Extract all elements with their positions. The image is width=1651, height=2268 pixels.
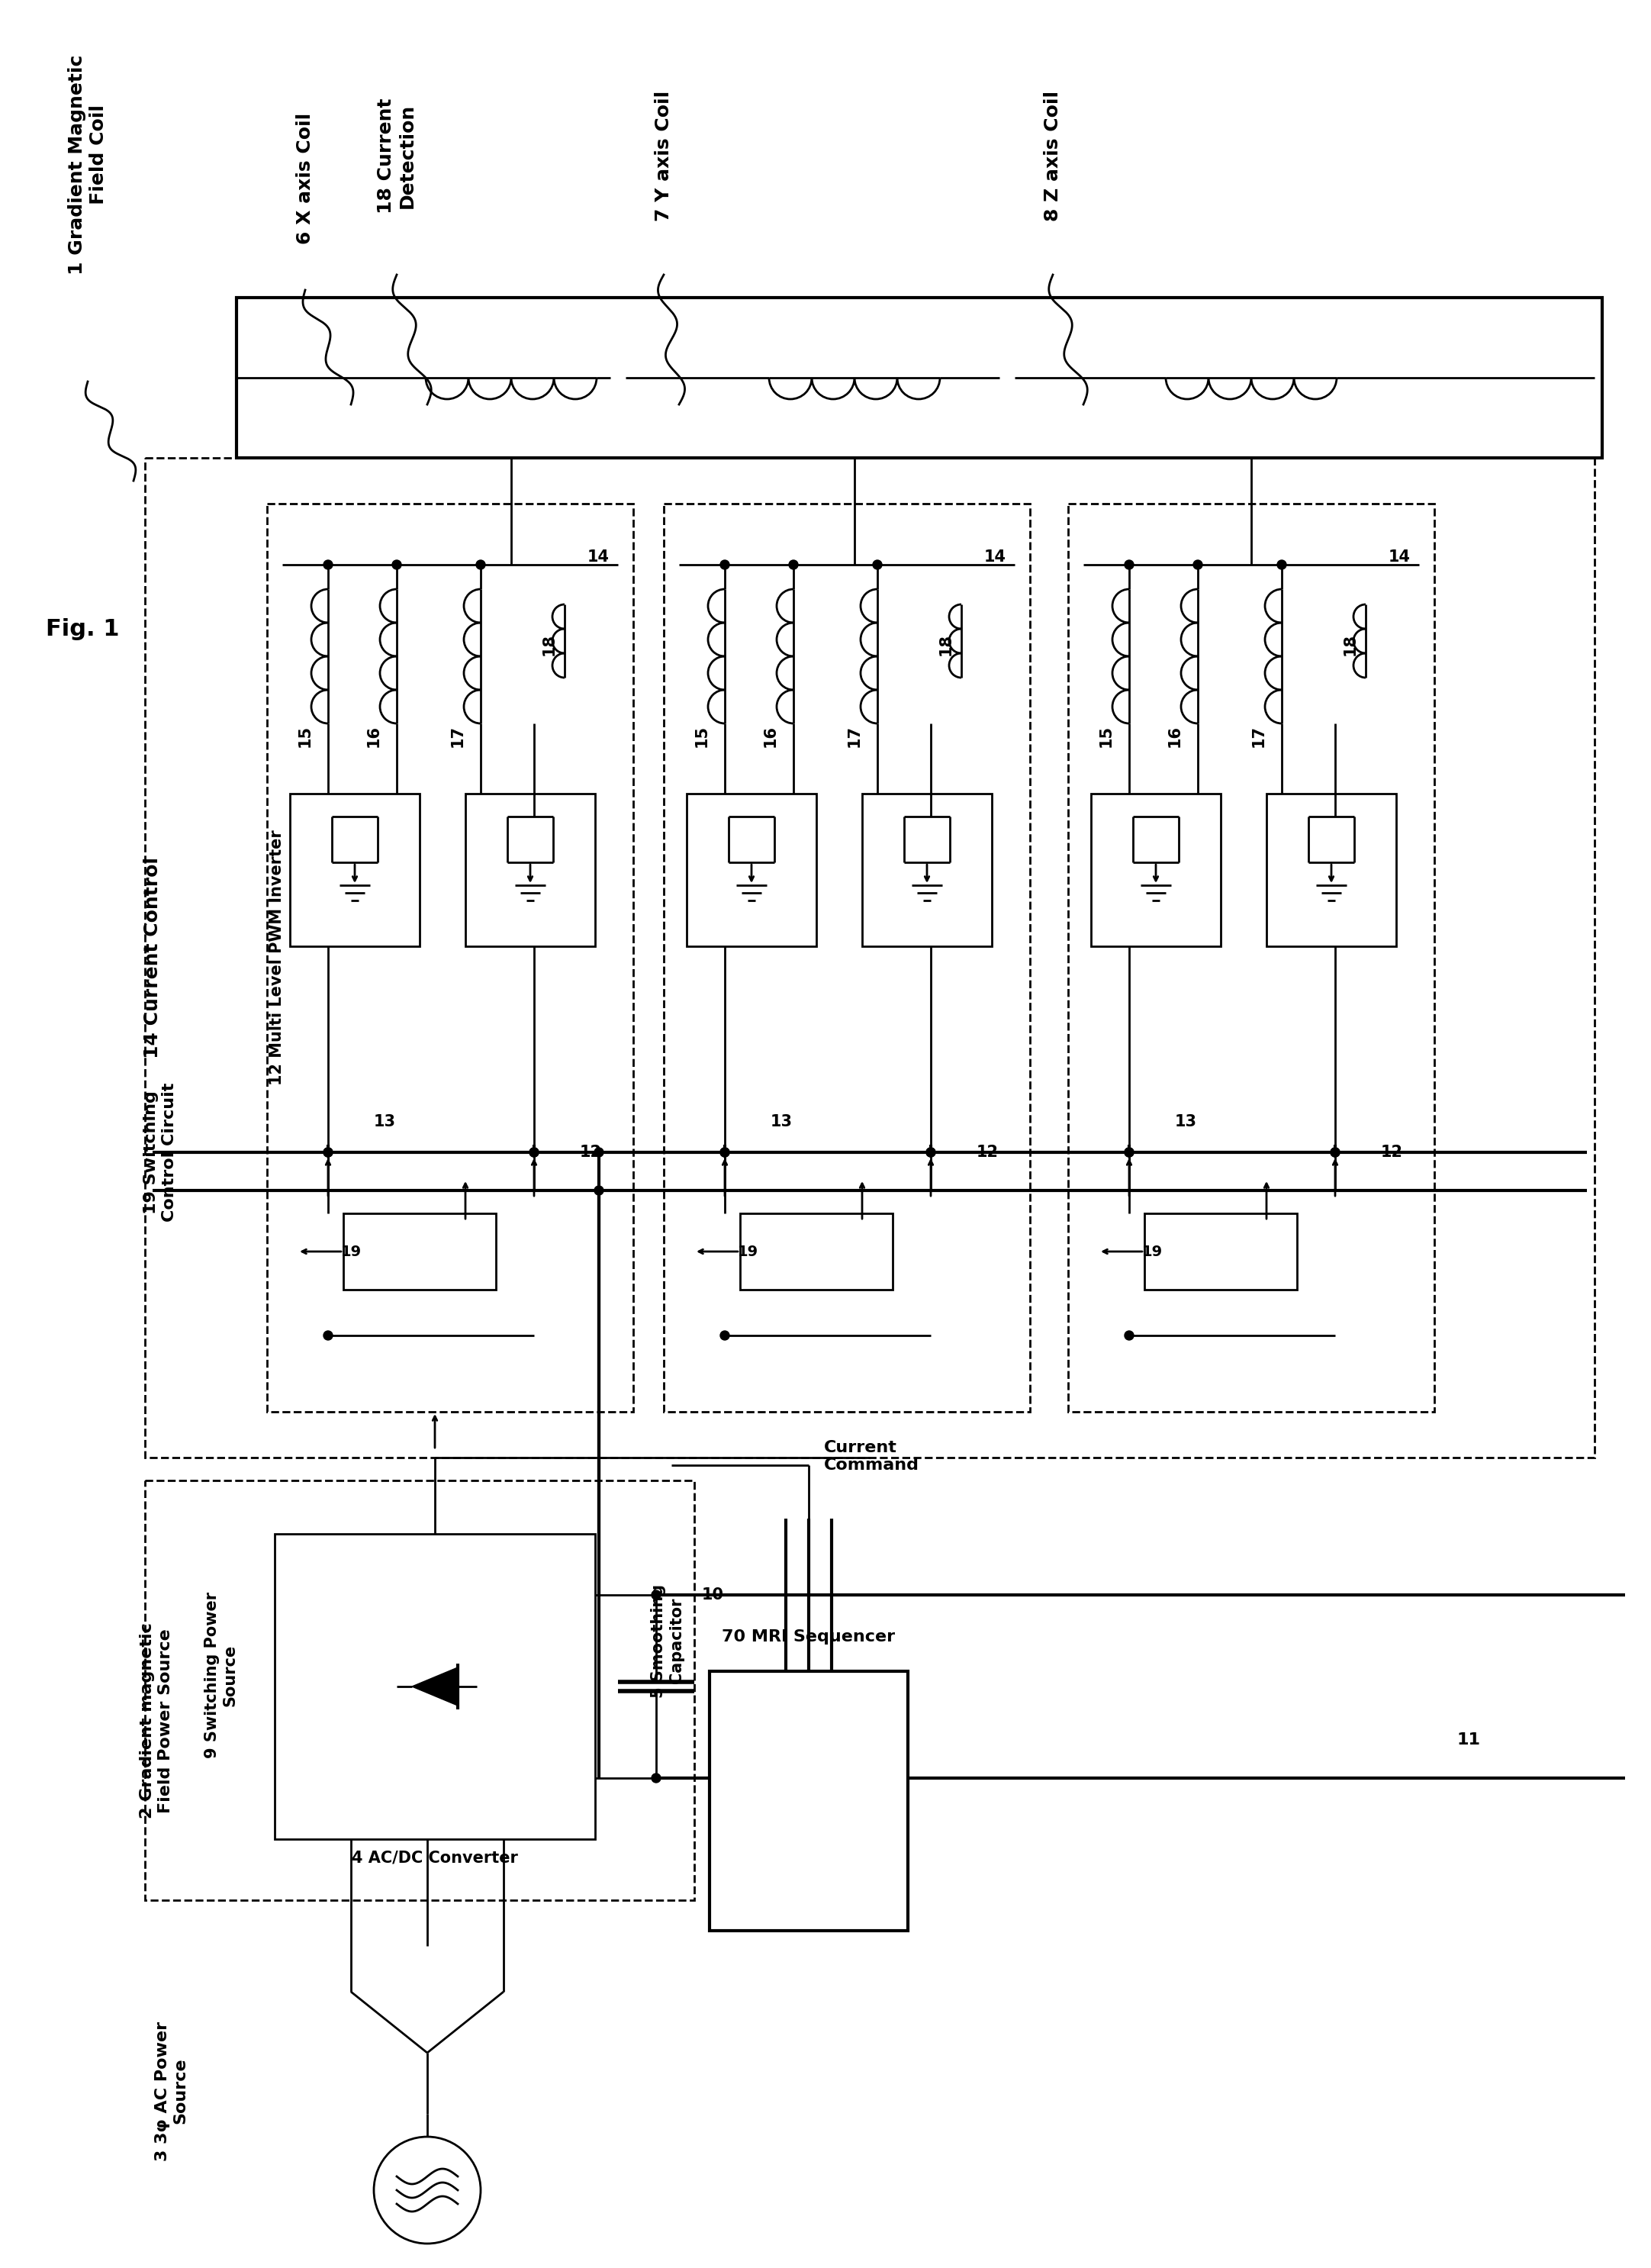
Bar (1266, 794, 1397, 946)
Circle shape (1331, 1148, 1339, 1157)
Circle shape (720, 1148, 730, 1157)
Circle shape (1124, 1148, 1134, 1157)
Bar (740, 1213, 893, 1290)
Circle shape (1124, 1331, 1134, 1340)
Text: 16: 16 (367, 726, 381, 746)
Text: 16: 16 (1167, 726, 1182, 746)
Circle shape (1124, 1148, 1134, 1157)
Circle shape (324, 1148, 332, 1157)
Text: 12: 12 (1380, 1145, 1403, 1159)
Circle shape (789, 560, 797, 569)
Circle shape (652, 1590, 660, 1599)
Text: 17: 17 (451, 726, 466, 746)
Text: 13: 13 (373, 1114, 396, 1129)
Circle shape (530, 1148, 538, 1157)
Text: 12 Multi Level PWM Inverter: 12 Multi Level PWM Inverter (269, 830, 284, 1086)
Circle shape (720, 1148, 730, 1157)
Bar (274, 1533, 594, 1839)
Text: 18: 18 (938, 633, 954, 655)
Text: 15: 15 (695, 726, 710, 746)
Text: 18: 18 (542, 633, 556, 655)
Text: 5 Smoothing
Capacitor: 5 Smoothing Capacitor (650, 1583, 684, 1699)
Text: 12: 12 (976, 1145, 999, 1159)
Text: 19: 19 (738, 1245, 758, 1259)
Circle shape (720, 560, 730, 569)
Circle shape (475, 560, 485, 569)
Circle shape (1124, 560, 1134, 569)
Text: Fig. 1: Fig. 1 (46, 619, 119, 640)
Text: 18: 18 (1342, 633, 1359, 655)
Text: 13: 13 (1176, 1114, 1197, 1129)
Bar (664, 503, 1030, 1411)
Text: 18 Current
Detection: 18 Current Detection (376, 98, 416, 213)
Text: 12: 12 (580, 1145, 603, 1159)
Circle shape (393, 560, 401, 569)
Text: 16: 16 (763, 726, 778, 746)
Bar (1068, 503, 1435, 1411)
Bar (862, 794, 992, 946)
Circle shape (1194, 560, 1202, 569)
Bar (343, 1213, 495, 1290)
Bar (1091, 794, 1220, 946)
Text: 14: 14 (984, 549, 1007, 565)
Text: 11: 11 (1458, 1733, 1481, 1749)
Circle shape (324, 560, 332, 569)
Polygon shape (413, 1667, 457, 1706)
Circle shape (530, 1148, 538, 1157)
Text: 19: 19 (340, 1245, 362, 1259)
Circle shape (1278, 560, 1286, 569)
Text: 14: 14 (1388, 549, 1410, 565)
Text: 17: 17 (847, 726, 862, 746)
Text: 6 X axis Coil: 6 X axis Coil (296, 113, 314, 245)
Circle shape (324, 1331, 332, 1340)
Bar (236, 297, 1601, 458)
Bar (291, 794, 419, 946)
Text: 19 Switching
Control Circuit: 19 Switching Control Circuit (144, 1082, 177, 1222)
Text: 14: 14 (588, 549, 609, 565)
Bar (710, 1672, 908, 1930)
Text: 19: 19 (1142, 1245, 1162, 1259)
Text: Current
Command: Current Command (824, 1440, 920, 1472)
Circle shape (1331, 1148, 1339, 1157)
Text: 17: 17 (1251, 726, 1266, 746)
Text: 10: 10 (702, 1588, 725, 1603)
Bar (687, 794, 816, 946)
Text: 15: 15 (1098, 726, 1114, 746)
Text: 14 Current Control: 14 Current Control (144, 857, 162, 1059)
Circle shape (926, 1148, 936, 1157)
Text: 1 Gradient Magnetic
   Field Coil: 1 Gradient Magnetic Field Coil (68, 54, 107, 274)
Bar (145, 1481, 695, 1901)
Text: 8 Z axis Coil: 8 Z axis Coil (1043, 91, 1062, 222)
Bar (466, 794, 594, 946)
Bar (145, 458, 1595, 1458)
Circle shape (926, 1148, 936, 1157)
Text: 4 AC/DC Converter: 4 AC/DC Converter (352, 1851, 518, 1867)
Circle shape (594, 1148, 604, 1157)
Bar (1144, 1213, 1298, 1290)
Circle shape (594, 1186, 604, 1195)
Text: 3 3φ AC Power
Source: 3 3φ AC Power Source (155, 2021, 188, 2161)
Circle shape (652, 1774, 660, 1783)
Circle shape (324, 1148, 332, 1157)
Text: 7 Y axis Coil: 7 Y axis Coil (654, 91, 674, 222)
Text: 15: 15 (297, 726, 312, 746)
Text: 70 MRI Sequencer: 70 MRI Sequencer (721, 1628, 895, 1644)
Text: 13: 13 (771, 1114, 792, 1129)
Circle shape (873, 560, 882, 569)
Text: 2 Gradient magnetic
Field Power Source: 2 Gradient magnetic Field Power Source (140, 1624, 173, 1819)
Text: 9 Switching Power
Source: 9 Switching Power Source (205, 1592, 238, 1758)
Circle shape (720, 1331, 730, 1340)
Bar (267, 503, 634, 1411)
